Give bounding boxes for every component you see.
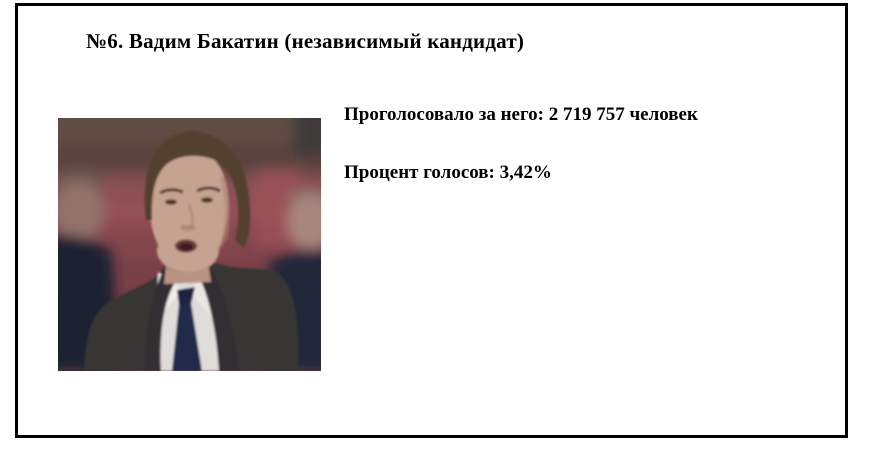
candidate-stats: Проголосовало за него: 2 719 757 человек…	[344, 102, 698, 186]
vote-count-text: Проголосовало за него: 2 719 757 человек	[344, 104, 698, 125]
document-frame: №6. Вадим Бакатин (независимый кандидат)	[15, 3, 848, 438]
document-title: №6. Вадим Бакатин (независимый кандидат)	[86, 29, 525, 53]
vote-percent-text: Процент голосов: 3,42%	[344, 162, 552, 183]
candidate-photo	[58, 118, 321, 371]
